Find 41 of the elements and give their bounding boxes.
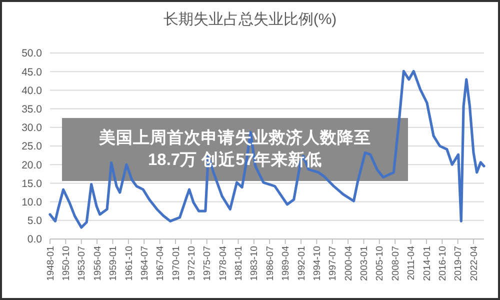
x-tick-label: 2003-01: [359, 246, 370, 281]
x-tick-label: 2011-04: [406, 246, 418, 280]
x-tick-label: 1961-10: [124, 246, 135, 281]
x-tick-label: 1997-07: [328, 246, 339, 281]
x-tick-label: 2022-04: [468, 246, 480, 281]
x-tick-label: 1994-10: [312, 246, 323, 281]
x-tick-label: 1986-07: [264, 246, 276, 281]
y-tick-label: 40.0: [22, 84, 42, 97]
x-tick-label: 2014-01: [422, 246, 433, 281]
y-tick-label: 10.0: [22, 196, 42, 208]
x-tick-label: 1964-07: [139, 246, 150, 281]
x-tick-label: 1956-04: [92, 246, 104, 281]
x-tick-label: 1970-01: [170, 246, 182, 281]
y-tick-label: 35.0: [22, 103, 42, 116]
chart-title: 长期失业占总失业比例(%): [163, 11, 337, 28]
y-tick-label: 20.0: [22, 159, 42, 172]
y-tick-label: 45.0: [22, 66, 42, 78]
x-tick-label: 2008-07: [390, 246, 402, 281]
x-tick-label: 1948-01: [45, 246, 56, 281]
x-tick-label: 2000-04: [343, 246, 354, 281]
x-tick-label: 1983-10: [249, 246, 260, 281]
x-tick-label: 1959-01: [108, 246, 120, 281]
x-tick-label: 1978-04: [218, 246, 229, 281]
y-tick-label: 30.0: [22, 122, 42, 134]
y-tick-label: 0.0: [27, 234, 42, 246]
x-tick-label: 1992-01: [296, 246, 308, 281]
x-tick-label: 2005-10: [374, 246, 386, 281]
x-tick-label: 1975-07: [202, 246, 214, 281]
x-tick-label: 1953-07: [76, 246, 88, 281]
x-tick-label: 2019-07: [453, 246, 464, 281]
x-tick-label: 1989-04: [280, 246, 292, 281]
x-tick-label: 1950-10: [61, 246, 72, 281]
x-tick-label: 1972-10: [186, 246, 198, 281]
x-tick-label: 1981-01: [234, 246, 245, 281]
x-tick-label: 2016-10: [437, 246, 448, 281]
y-tick-label: 25.0: [22, 140, 42, 153]
y-tick-label: 15.0: [22, 178, 42, 190]
y-tick-label: 5.0: [27, 215, 42, 228]
x-tick-label: 1967-04: [155, 246, 166, 281]
line-series: [48, 70, 486, 229]
y-tick-label: 50.0: [22, 48, 42, 60]
